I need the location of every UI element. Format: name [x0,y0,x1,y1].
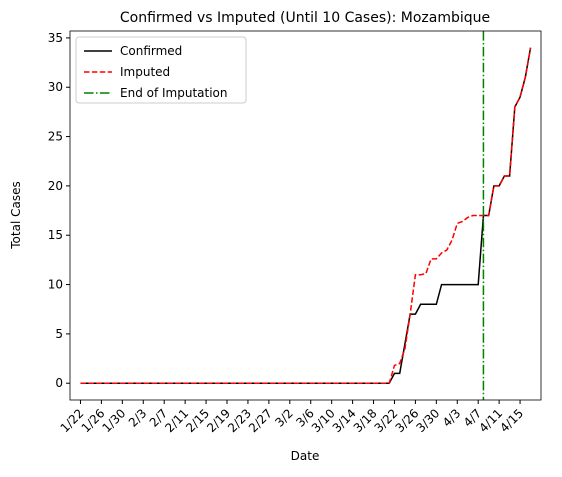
x-tick-label: 2/27 [246,406,275,435]
y-tick-label: 0 [55,376,63,390]
x-tick-label: 4/15 [497,406,526,435]
y-tick-label: 35 [48,31,63,45]
x-tick-label: 2/3 [126,406,150,430]
chart-title: Confirmed vs Imputed (Until 10 Cases): M… [120,10,490,26]
y-tick-label: 10 [48,278,63,292]
y-tick-label: 5 [55,327,63,341]
x-tick-label: 3/30 [413,406,442,435]
legend-label: Confirmed [120,44,182,58]
plot-frame [69,30,542,401]
y-tick-label: 20 [48,179,63,193]
line-series [80,47,532,384]
x-axis-label: Date [291,449,320,463]
y-tick-label: 15 [48,228,63,242]
x-tick-label: 3/2 [272,406,296,430]
x-tick-label: 1/30 [99,406,128,435]
x-tick-label: 4/3 [440,406,464,430]
y-tick-label: 30 [48,80,63,94]
y-tick-label: 25 [48,130,63,144]
legend-label: Imputed [120,65,170,79]
legend-box [75,36,247,104]
y-axis-label: Total Cases [9,181,23,249]
legend-label: End of Imputation [120,86,228,100]
